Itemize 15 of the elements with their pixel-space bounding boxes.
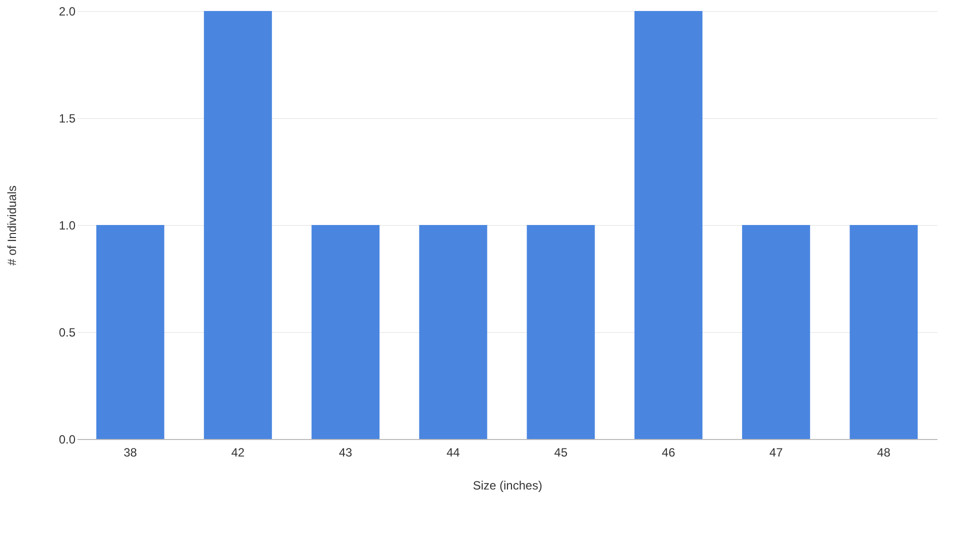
x-tick-label: 38: [124, 446, 138, 460]
x-tick-label: 44: [446, 446, 460, 460]
x-tick-label: 43: [338, 446, 353, 460]
y-tick-label: 1.5: [58, 112, 76, 126]
x-tick-label: 42: [231, 446, 245, 460]
y-tick-label: 0.0: [58, 432, 76, 446]
x-tick-label: 48: [877, 446, 891, 460]
y-tick-label: 0.5: [58, 326, 76, 340]
x-tick-label: 47: [769, 446, 784, 460]
y-tick-label: 1.0: [58, 218, 76, 232]
y-tick-label: 2.0: [58, 4, 76, 18]
x-tick-label: 46: [662, 446, 676, 460]
y-axis-title: # of Individuals: [4, 185, 19, 266]
x-axis-title: Size (inches): [472, 478, 542, 492]
x-tick-label: 45: [554, 446, 568, 460]
